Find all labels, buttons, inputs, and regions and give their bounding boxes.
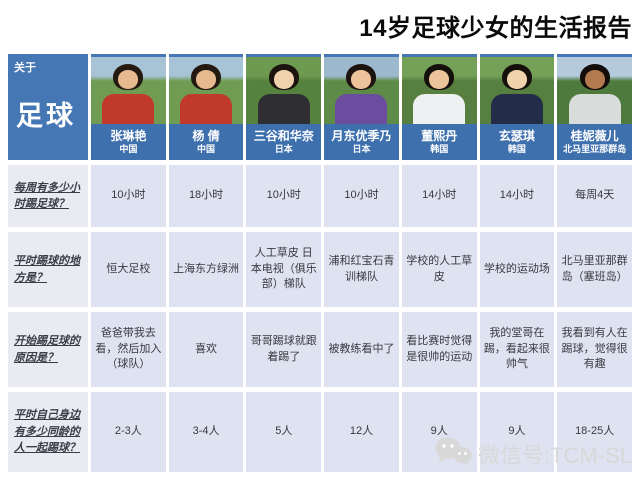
corner-topic-label: 关于 [14, 62, 36, 74]
player-name: 杨 倩 [192, 128, 220, 143]
question-text: 开始踢足球的原因是？ [14, 335, 80, 364]
question-cell: 开始踢足球的原因是？ [8, 312, 88, 387]
answer-cell: 10小时 [91, 165, 166, 227]
question-cell: 每周有多少小时踢足球？ [8, 165, 88, 227]
player-column: 杨 倩中国 [168, 54, 244, 160]
player-photo-image [557, 54, 632, 124]
player-face [506, 70, 527, 89]
player-column: 桂妮薇儿 北马里亚那群岛 [557, 54, 632, 160]
player-country: 韩国 [507, 143, 526, 154]
answer-cell: 哥哥踢球就跟着踢了 [246, 312, 322, 387]
player-name: 三谷和华奈 [253, 128, 314, 143]
player-country: 韩国 [430, 143, 449, 154]
answer-cell: 看比赛时觉得是很帅的运动 [401, 312, 477, 387]
player-name-band: 董熙丹 韩国 [401, 124, 477, 160]
answer-cell: 9人 [479, 392, 555, 472]
player-photo-image [479, 54, 555, 124]
answer-cell: 12人 [324, 392, 399, 472]
player-country: 日本 [352, 143, 371, 154]
answer-cell: 北马里亚那群岛（塞班岛） [557, 232, 632, 307]
player-name-band: 三谷和华奈 日本 [246, 124, 322, 160]
player-photo-image [91, 54, 166, 124]
answer-cell: 浦和红宝石青训梯队 [324, 232, 399, 307]
player-name-band: 杨 倩中国 [168, 124, 244, 160]
corner-cell: 关于 足球 [8, 54, 88, 160]
question-text: 每周有多少小时踢足球？ [14, 181, 80, 211]
player-jersey [335, 94, 388, 124]
answer-cell: 18小时 [168, 165, 244, 227]
answer-cell: 3-4人 [168, 392, 244, 472]
answer-cell: 10小时 [324, 165, 399, 227]
player-name-band: 桂妮薇儿 北马里亚那群岛 [557, 124, 632, 160]
player-jersey [257, 94, 310, 124]
answer-cell: 学校的人工草皮 [401, 232, 477, 307]
player-column: 张琳艳 中国 [91, 54, 166, 160]
answer-cell: 我的堂哥在踢，看起来很帅气 [479, 312, 555, 387]
player-country: 日本 [274, 143, 293, 154]
answer-cell: 14小时 [401, 165, 477, 227]
answer-cell: 恒大足校 [91, 232, 166, 307]
player-jersey [102, 94, 155, 124]
player-name-band: 月东优季乃 日本 [324, 124, 399, 160]
answer-cell: 我看到有人在踢球，觉得很有趣 [557, 312, 632, 387]
answer-cell: 18-25人 [557, 392, 632, 472]
player-jersey [413, 94, 466, 124]
player-photo-image [168, 54, 244, 124]
player-name-band: 玄瑟琪 韩国 [479, 124, 555, 160]
player-photo-image [401, 54, 477, 124]
player-name: 张琳艳 [110, 128, 147, 143]
player-photo-image [324, 54, 399, 124]
player-column: 董熙丹 韩国 [401, 54, 477, 160]
player-jersey [568, 94, 621, 124]
answer-cell: 被教练看中了 [324, 312, 399, 387]
question-cell: 平时自己身边有多少同龄的人一起踢球？ [8, 392, 88, 472]
player-face [118, 70, 139, 89]
player-face [584, 70, 605, 89]
player-name-band: 张琳艳 中国 [91, 124, 166, 160]
answer-cell: 喜欢 [168, 312, 244, 387]
player-column: 玄瑟琪 韩国 [479, 54, 555, 160]
corner-topic: 足球 [16, 101, 76, 131]
player-country: 北马里亚那群岛 [563, 143, 627, 154]
player-name: 玄瑟琪 [498, 128, 535, 143]
watermark: 微信号:TCM-SL [435, 436, 632, 472]
player-column: 三谷和华奈 日本 [246, 54, 322, 160]
player-jersey [180, 94, 233, 124]
question-text: 平时踢球的地方是？ [14, 255, 80, 284]
answer-cell: 每周4天 [557, 165, 632, 227]
player-face [429, 70, 450, 89]
answer-cell: 上海东方绿洲 [168, 232, 244, 307]
answer-cell: 14小时 [479, 165, 555, 227]
player-column: 月东优季乃 日本 [324, 54, 399, 160]
answer-cell: 5人 [246, 392, 322, 472]
player-jersey [490, 94, 543, 124]
player-photo-image [246, 54, 322, 124]
player-country: 中国 [197, 143, 216, 154]
watermark-text: 微信号:TCM-SL [477, 443, 632, 468]
player-name: 月东优季乃 [331, 128, 392, 143]
player-name: 桂妮薇儿 [570, 128, 619, 143]
player-name: 董熙丹 [421, 128, 458, 143]
player-face [196, 70, 217, 89]
answer-cell: 2-3人 [91, 392, 166, 472]
answer-cell: 学校的运动场 [479, 232, 555, 307]
player-face [351, 70, 372, 89]
wechat-logo-icon [435, 436, 473, 472]
answer-cell: 人工草皮 日本电视（俱乐部）梯队 [246, 232, 322, 307]
player-country: 中国 [119, 143, 138, 154]
player-face [273, 70, 294, 89]
question-cell: 平时踢球的地方是？ [8, 232, 88, 307]
report-table: 关于 足球 张琳艳 中国杨 倩中国 三谷和华奈 日本 月东优季乃 日本 董熙丹 韩国 玄瑟琪 韩国… [8, 54, 632, 472]
answer-cell: 10小时 [246, 165, 322, 227]
answer-cell: 爸爸带我去看，然后加入（球队） [91, 312, 166, 387]
question-text: 平时自己身边有多少同龄的人一起踢球？ [14, 409, 80, 455]
page-title: 14岁足球少女的生活报告 [359, 15, 632, 42]
